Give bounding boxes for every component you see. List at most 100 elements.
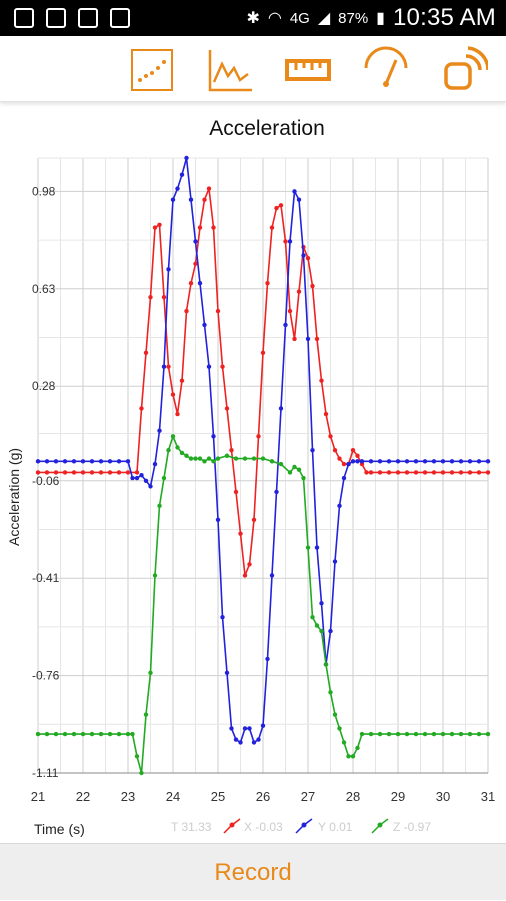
data-point-y xyxy=(413,459,419,464)
data-point-x xyxy=(229,447,234,453)
data-point-y xyxy=(292,189,297,194)
data-point-x xyxy=(62,470,68,475)
data-point-z xyxy=(89,731,95,737)
series-y xyxy=(35,155,491,745)
data-point-y xyxy=(80,459,86,464)
data-point-y xyxy=(139,473,144,478)
data-point-x xyxy=(332,447,338,453)
data-point-z xyxy=(107,731,113,737)
data-point-z xyxy=(35,731,41,737)
status-right: ✱ ◠ 4G ◢ 87% ▮ 10:35 AM xyxy=(246,4,496,32)
data-point-y xyxy=(337,503,342,509)
data-point-z xyxy=(269,459,275,464)
x-tick-label: 30 xyxy=(436,789,450,804)
x-tick-label: 29 xyxy=(391,789,405,804)
data-point-z xyxy=(170,434,176,439)
data-point-y xyxy=(310,447,315,453)
data-point-z xyxy=(71,731,77,737)
data-point-z xyxy=(319,628,324,634)
record-button[interactable]: Record xyxy=(214,858,292,886)
data-point-x xyxy=(170,392,176,397)
data-point-x xyxy=(107,470,113,475)
data-point-z xyxy=(125,731,131,737)
data-point-x xyxy=(337,456,342,461)
y-tick-labels: 0.98 0.63 0.28 -0.06 -0.41 -0.76 -1.11 xyxy=(32,184,60,780)
data-point-x xyxy=(202,197,207,202)
data-point-x xyxy=(440,470,446,475)
line-graph-tool[interactable] xyxy=(206,46,254,94)
connect-tool[interactable] xyxy=(440,46,490,94)
data-point-y xyxy=(233,737,239,742)
readout-x: X -0.03 xyxy=(244,820,283,834)
data-point-y xyxy=(305,336,311,342)
data-point-x xyxy=(152,225,158,230)
data-point-x xyxy=(278,203,284,208)
data-point-x xyxy=(328,434,333,439)
data-point-y xyxy=(53,459,59,464)
data-point-y xyxy=(143,478,149,484)
data-point-x xyxy=(161,294,167,300)
data-point-x xyxy=(193,261,198,266)
data-point-z xyxy=(310,614,315,620)
data-point-x xyxy=(467,470,473,475)
data-point-y xyxy=(157,428,162,433)
notification-icons xyxy=(14,8,130,28)
battery-icon: ▮ xyxy=(376,10,385,27)
data-point-x xyxy=(364,470,369,475)
data-point-y xyxy=(215,517,221,522)
data-point-x xyxy=(247,562,252,567)
data-point-y xyxy=(170,197,176,202)
data-point-y xyxy=(44,459,50,464)
data-point-x xyxy=(157,222,162,227)
chart-svg[interactable]: Acceleration 0.98 0.63 0.28 -0.06 -0.41 -0.76… xyxy=(0,103,506,843)
data-point-z xyxy=(44,731,50,737)
data-point-z xyxy=(166,447,171,453)
legend-z: Z -0.97 xyxy=(371,818,431,834)
wifi-icon: ◠ xyxy=(267,10,282,27)
data-point-z xyxy=(292,464,297,470)
chart-legend: T 31.33 X -0.03 Y 0.01 Z -0.97 xyxy=(171,818,431,834)
data-point-x xyxy=(413,470,419,475)
data-point-x xyxy=(368,470,374,475)
data-point-x xyxy=(139,406,144,411)
data-point-z xyxy=(449,731,455,737)
data-point-z xyxy=(485,731,491,737)
data-point-y xyxy=(449,459,455,464)
data-point-y xyxy=(229,726,234,731)
data-point-z xyxy=(431,731,437,737)
battery-percent: 87% xyxy=(338,9,369,27)
data-point-y xyxy=(184,155,189,161)
gauge-tool[interactable] xyxy=(362,46,410,94)
data-point-y xyxy=(328,628,333,634)
ruler-tool[interactable] xyxy=(284,46,332,94)
data-point-z xyxy=(395,731,401,737)
data-point-z xyxy=(62,731,68,737)
data-point-y xyxy=(220,614,225,620)
data-point-y xyxy=(359,459,365,464)
signal-icon: ◢ xyxy=(317,10,331,27)
data-point-z xyxy=(278,461,284,467)
data-point-z xyxy=(202,459,207,464)
data-point-z xyxy=(116,731,122,737)
readout-z: Z -0.97 xyxy=(393,820,431,834)
clipboard-icon xyxy=(110,8,130,28)
legend-y-marker xyxy=(301,822,307,828)
data-point-z xyxy=(193,456,198,461)
data-point-y xyxy=(211,434,216,439)
data-point-y xyxy=(440,459,446,464)
data-point-x xyxy=(404,470,410,475)
network-type: 4G xyxy=(289,9,310,27)
data-point-x xyxy=(274,205,279,211)
data-point-x xyxy=(265,281,270,286)
data-point-z xyxy=(233,456,239,461)
data-point-z xyxy=(413,731,419,737)
y-tick-label: 0.28 xyxy=(32,379,56,393)
acceleration-chart[interactable]: Acceleration 0.98 0.63 0.28 -0.06 -0.41 -0.76… xyxy=(0,103,506,843)
data-point-x xyxy=(211,225,216,230)
scatter-plot-tool[interactable] xyxy=(128,46,176,94)
chart-title: Acceleration xyxy=(209,117,325,140)
data-point-z xyxy=(337,726,342,731)
data-point-y xyxy=(130,475,135,481)
data-point-z xyxy=(328,690,333,695)
data-point-x xyxy=(184,308,189,314)
